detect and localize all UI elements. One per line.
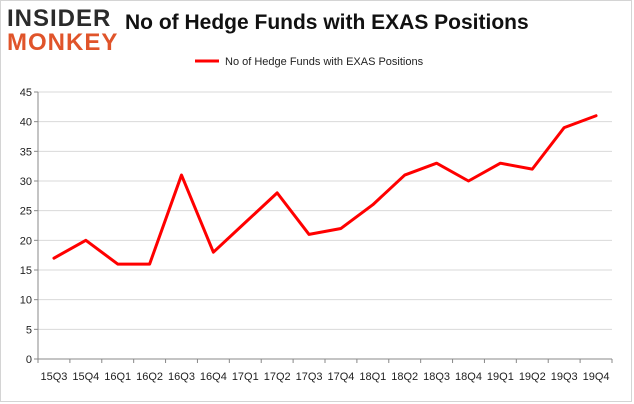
legend-label: No of Hedge Funds with EXAS Positions bbox=[225, 56, 424, 68]
y-tick-label: 35 bbox=[20, 146, 32, 158]
y-tick-label: 40 bbox=[20, 117, 32, 129]
x-tick-label: 15Q3 bbox=[40, 371, 67, 383]
y-tick-label: 25 bbox=[20, 206, 32, 218]
y-tick-label: 10 bbox=[20, 295, 32, 307]
x-tick-label: 15Q4 bbox=[72, 371, 99, 383]
x-tick-label: 18Q3 bbox=[423, 371, 450, 383]
x-tick-label: 17Q2 bbox=[264, 371, 291, 383]
y-tick-label: 15 bbox=[20, 265, 32, 277]
x-tick-label: 18Q2 bbox=[391, 371, 418, 383]
x-tick-label: 17Q4 bbox=[327, 371, 354, 383]
x-tick-label: 19Q4 bbox=[583, 371, 610, 383]
y-tick-label: 0 bbox=[26, 354, 32, 366]
x-tick-label: 17Q3 bbox=[296, 371, 323, 383]
x-tick-label: 16Q4 bbox=[200, 371, 227, 383]
insider-monkey-logo: INSIDER MONKEY bbox=[7, 5, 119, 56]
logo-text-monkey: MONKEY bbox=[7, 29, 119, 56]
x-tick-label: 18Q1 bbox=[359, 371, 386, 383]
x-tick-label: 16Q2 bbox=[136, 371, 163, 383]
x-tick-label: 19Q2 bbox=[519, 371, 546, 383]
x-tick-label: 17Q1 bbox=[232, 371, 259, 383]
chart-title: No of Hedge Funds with EXAS Positions bbox=[125, 11, 529, 34]
series-line bbox=[52, 114, 598, 266]
x-tick-label: 18Q4 bbox=[455, 371, 482, 383]
y-tick-label: 30 bbox=[20, 176, 32, 188]
y-tick-label: 5 bbox=[26, 324, 32, 336]
y-tick-label: 45 bbox=[20, 87, 32, 99]
x-tick-label: 19Q1 bbox=[487, 371, 514, 383]
y-tick-label: 20 bbox=[20, 235, 32, 247]
logo-text-insider: INSIDER bbox=[7, 5, 112, 32]
x-tick-label: 16Q3 bbox=[168, 371, 195, 383]
x-tick-label: 16Q1 bbox=[104, 371, 131, 383]
x-tick-label: 19Q3 bbox=[551, 371, 578, 383]
